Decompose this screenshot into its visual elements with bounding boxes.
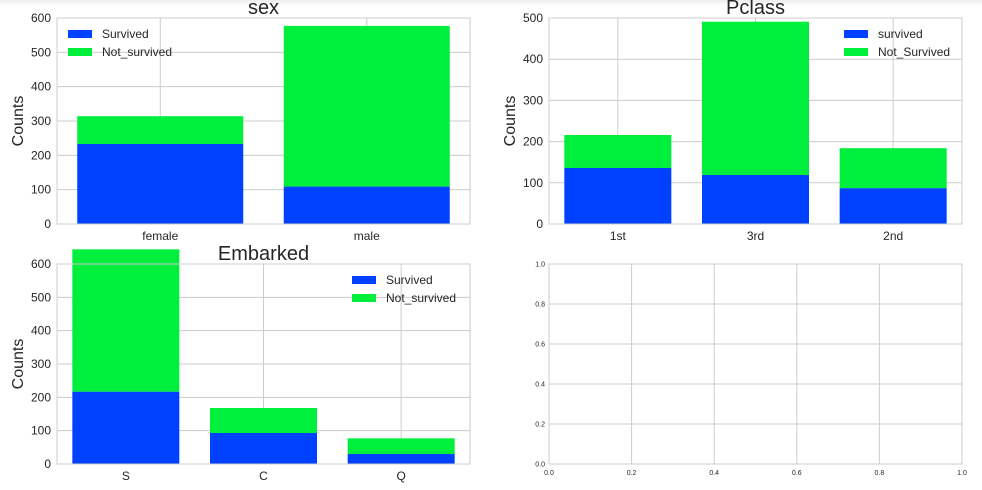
axes-frame	[56, 17, 471, 225]
y-tick-label: 0.8	[535, 302, 545, 309]
y-tick-label: 0	[536, 217, 543, 231]
y-tick-label: 0.2	[535, 422, 545, 429]
bar-survived-male	[283, 186, 450, 224]
y-tick-label: 0.6	[535, 342, 545, 349]
y-tick-label: 100	[31, 183, 51, 197]
legend-swatch-not-survived	[68, 48, 92, 56]
legend-label-not-survived: Not_Survived	[878, 45, 950, 59]
legend: Survived Not_survived	[68, 27, 172, 59]
legend: Survived Not_survived	[352, 273, 456, 305]
bar-survived-female	[77, 144, 244, 224]
legend-label-not-survived: Not_survived	[102, 45, 172, 59]
y-tick-label: 600	[31, 11, 51, 25]
legend-swatch-survived	[844, 30, 868, 38]
y-tick-label: 300	[523, 93, 543, 107]
y-tick-label: 200	[523, 135, 543, 149]
y-tick-label: 400	[31, 324, 51, 338]
bar-survived-1st	[564, 167, 672, 224]
bar-survived-s	[72, 391, 180, 464]
y-tick-label: 300	[31, 114, 51, 128]
axes-frame	[56, 263, 471, 465]
x-tick-label: 1st	[610, 229, 627, 243]
window-top-edge	[0, 0, 982, 6]
legend-swatch-survived	[68, 30, 92, 38]
legend-label-survived: survived	[878, 27, 923, 41]
y-tick-label: 600	[31, 257, 51, 271]
x-tick-label: 0.8	[875, 470, 885, 477]
x-tick-label: 0.6	[792, 470, 802, 477]
bar-survived-2nd	[839, 188, 947, 224]
y-tick-label: 500	[31, 45, 51, 59]
chart-pclass: 0 100 200 300 400 500 1st 3rd 2nd Pclass Counts sur…	[502, 0, 963, 243]
bar-not-survived-q	[347, 438, 455, 454]
y-tick-label: 0	[44, 457, 51, 471]
x-tick-label: male	[354, 229, 380, 243]
chart-empty: 0.0 0.2 0.4 0.6 0.8 1.0 0.0 0.2 0.4 0.6 0.8 1.0	[535, 262, 967, 478]
x-tick-label: female	[142, 229, 178, 243]
legend-label-not-survived: Not_survived	[386, 291, 456, 305]
x-tick-label: 3rd	[747, 229, 764, 243]
chart-title: sex	[248, 0, 279, 19]
chart-title: Pclass	[726, 0, 785, 19]
legend-swatch-not-survived	[352, 294, 376, 302]
chart-title: Embarked	[218, 243, 309, 265]
bar-not-survived-s	[72, 249, 180, 392]
bar-not-survived-1st	[564, 135, 672, 168]
axes-frame	[548, 263, 963, 465]
y-tick-label: 300	[31, 357, 51, 371]
y-axis-label: Counts	[502, 96, 519, 147]
y-tick-label: 400	[523, 52, 543, 66]
y-axis-label: Counts	[10, 339, 27, 390]
legend: survived Not_Survived	[844, 27, 950, 59]
legend-label-survived: Survived	[102, 27, 149, 41]
bar-not-survived-male	[283, 25, 450, 187]
y-tick-label: 100	[523, 176, 543, 190]
y-tick-label: 200	[31, 390, 51, 404]
x-tick-label: Q	[396, 469, 405, 483]
axes-frame	[548, 17, 963, 225]
bar-not-survived-3rd	[702, 21, 809, 175]
x-tick-label: 1.0	[957, 470, 967, 477]
chart-sex: 0 100 200 300 400 500 600 female male sex Counts Su…	[10, 0, 471, 243]
bar-survived-c	[210, 433, 317, 464]
bar-survived-3rd	[702, 174, 809, 224]
chart-embarked: 0 100 200 300 400 500 600 S C Q Embarked Counts Surv…	[10, 243, 471, 483]
y-axis-label: Counts	[10, 96, 27, 147]
x-tick-label: 0.0	[544, 470, 554, 477]
legend-label-survived: Survived	[386, 273, 433, 287]
x-tick-label: 0.4	[709, 470, 719, 477]
y-tick-label: 200	[31, 148, 51, 162]
y-tick-label: 500	[523, 11, 543, 25]
y-tick-label: 0	[44, 217, 51, 231]
y-tick-label: 0.0	[535, 462, 545, 469]
x-tick-label: C	[259, 469, 268, 483]
legend-swatch-survived	[352, 276, 376, 284]
bar-not-survived-female	[77, 116, 244, 145]
y-tick-label: 400	[31, 80, 51, 94]
x-tick-label: 2nd	[883, 229, 903, 243]
x-tick-label: 0.2	[627, 470, 637, 477]
legend-swatch-not-survived	[844, 48, 868, 56]
x-tick-label: S	[122, 469, 130, 483]
y-tick-label: 0.4	[535, 382, 545, 389]
y-tick-label: 500	[31, 290, 51, 304]
y-tick-label: 100	[31, 424, 51, 438]
y-tick-label: 1.0	[535, 262, 545, 269]
bar-survived-q	[347, 454, 455, 464]
bar-not-survived-2nd	[839, 148, 947, 189]
bar-not-survived-c	[210, 408, 317, 433]
